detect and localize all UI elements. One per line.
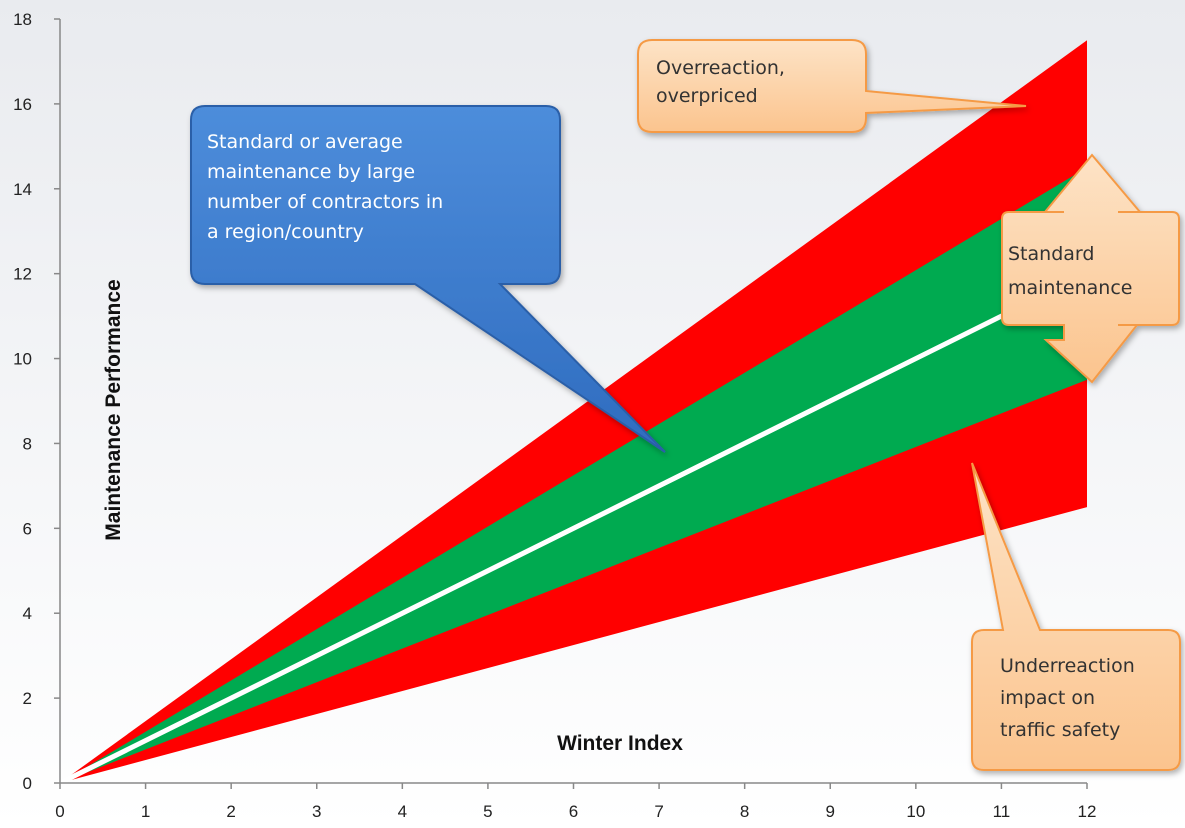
callout-underreaction-text-line-1: impact on <box>1000 687 1095 709</box>
x-tick-label: 7 <box>654 802 663 821</box>
x-tick-label: 2 <box>226 802 235 821</box>
x-tick-label: 10 <box>906 802 925 821</box>
y-axis-title: Maintenance Performance <box>102 279 125 540</box>
y-tick-label: 2 <box>23 689 32 708</box>
callout-standard-average-text-line-1: maintenance by large <box>207 161 415 183</box>
callout-underreaction-text-line-0: Underreaction <box>1000 655 1135 677</box>
x-tick-label: 4 <box>398 802 407 821</box>
x-tick-label: 1 <box>141 802 150 821</box>
callout-standard-average-text-line-0: Standard or average <box>207 131 403 153</box>
x-axis-title: Winter Index <box>557 732 683 755</box>
x-tick-label: 9 <box>826 802 835 821</box>
callout-overreaction-text-line-1: overpriced <box>656 85 758 107</box>
y-tick-label: 6 <box>23 519 32 538</box>
y-tick-label: 8 <box>23 434 32 453</box>
x-tick-label: 0 <box>55 802 64 821</box>
callout-standard-average-shape <box>190 105 666 453</box>
callout-overreaction-text-line-0: Overreaction, <box>656 57 785 79</box>
x-tick-label: 5 <box>483 802 492 821</box>
y-tick-label: 14 <box>13 180 32 199</box>
callout-underreaction: Underreaction impact on traffic safety <box>971 462 1181 771</box>
callout-standard-maintenance-text-line-1: maintenance <box>1008 277 1132 299</box>
x-tick-label: 12 <box>1078 802 1097 821</box>
band-green <box>60 167 1087 784</box>
y-tick-label: 12 <box>13 265 32 284</box>
x-tick-label: 6 <box>569 802 578 821</box>
y-tick-label: 0 <box>23 774 32 793</box>
plot-area <box>57 40 1090 786</box>
callout-standard-maintenance-shape <box>1001 153 1180 384</box>
callout-overreaction-shape <box>637 39 1027 133</box>
callout-underreaction-text-line-2: traffic safety <box>1000 719 1120 741</box>
callout-standard-average: Standard or average maintenance by large n… <box>190 105 666 453</box>
y-tick-label: 18 <box>13 10 32 29</box>
x-tick-label: 3 <box>312 802 321 821</box>
series-line-0 <box>57 271 1090 786</box>
y-tick-label: 16 <box>13 95 32 114</box>
callout-standard-maintenance: Standard maintenance <box>1001 153 1180 384</box>
callout-standard-maintenance-text-line-0: Standard <box>1008 243 1094 265</box>
x-tick-label: 8 <box>740 802 749 821</box>
x-tick-label: 11 <box>993 802 1011 821</box>
callout-standard-average-text-line-2: number of contractors in <box>207 191 443 213</box>
band-red <box>60 40 1087 783</box>
callout-standard-average-text-line-3: a region/country <box>207 221 364 243</box>
y-tick-label: 10 <box>13 350 32 369</box>
callout-overreaction: Overreaction, overpriced <box>637 39 1027 133</box>
y-tick-label: 4 <box>23 604 32 623</box>
callout-underreaction-shape <box>971 462 1181 771</box>
